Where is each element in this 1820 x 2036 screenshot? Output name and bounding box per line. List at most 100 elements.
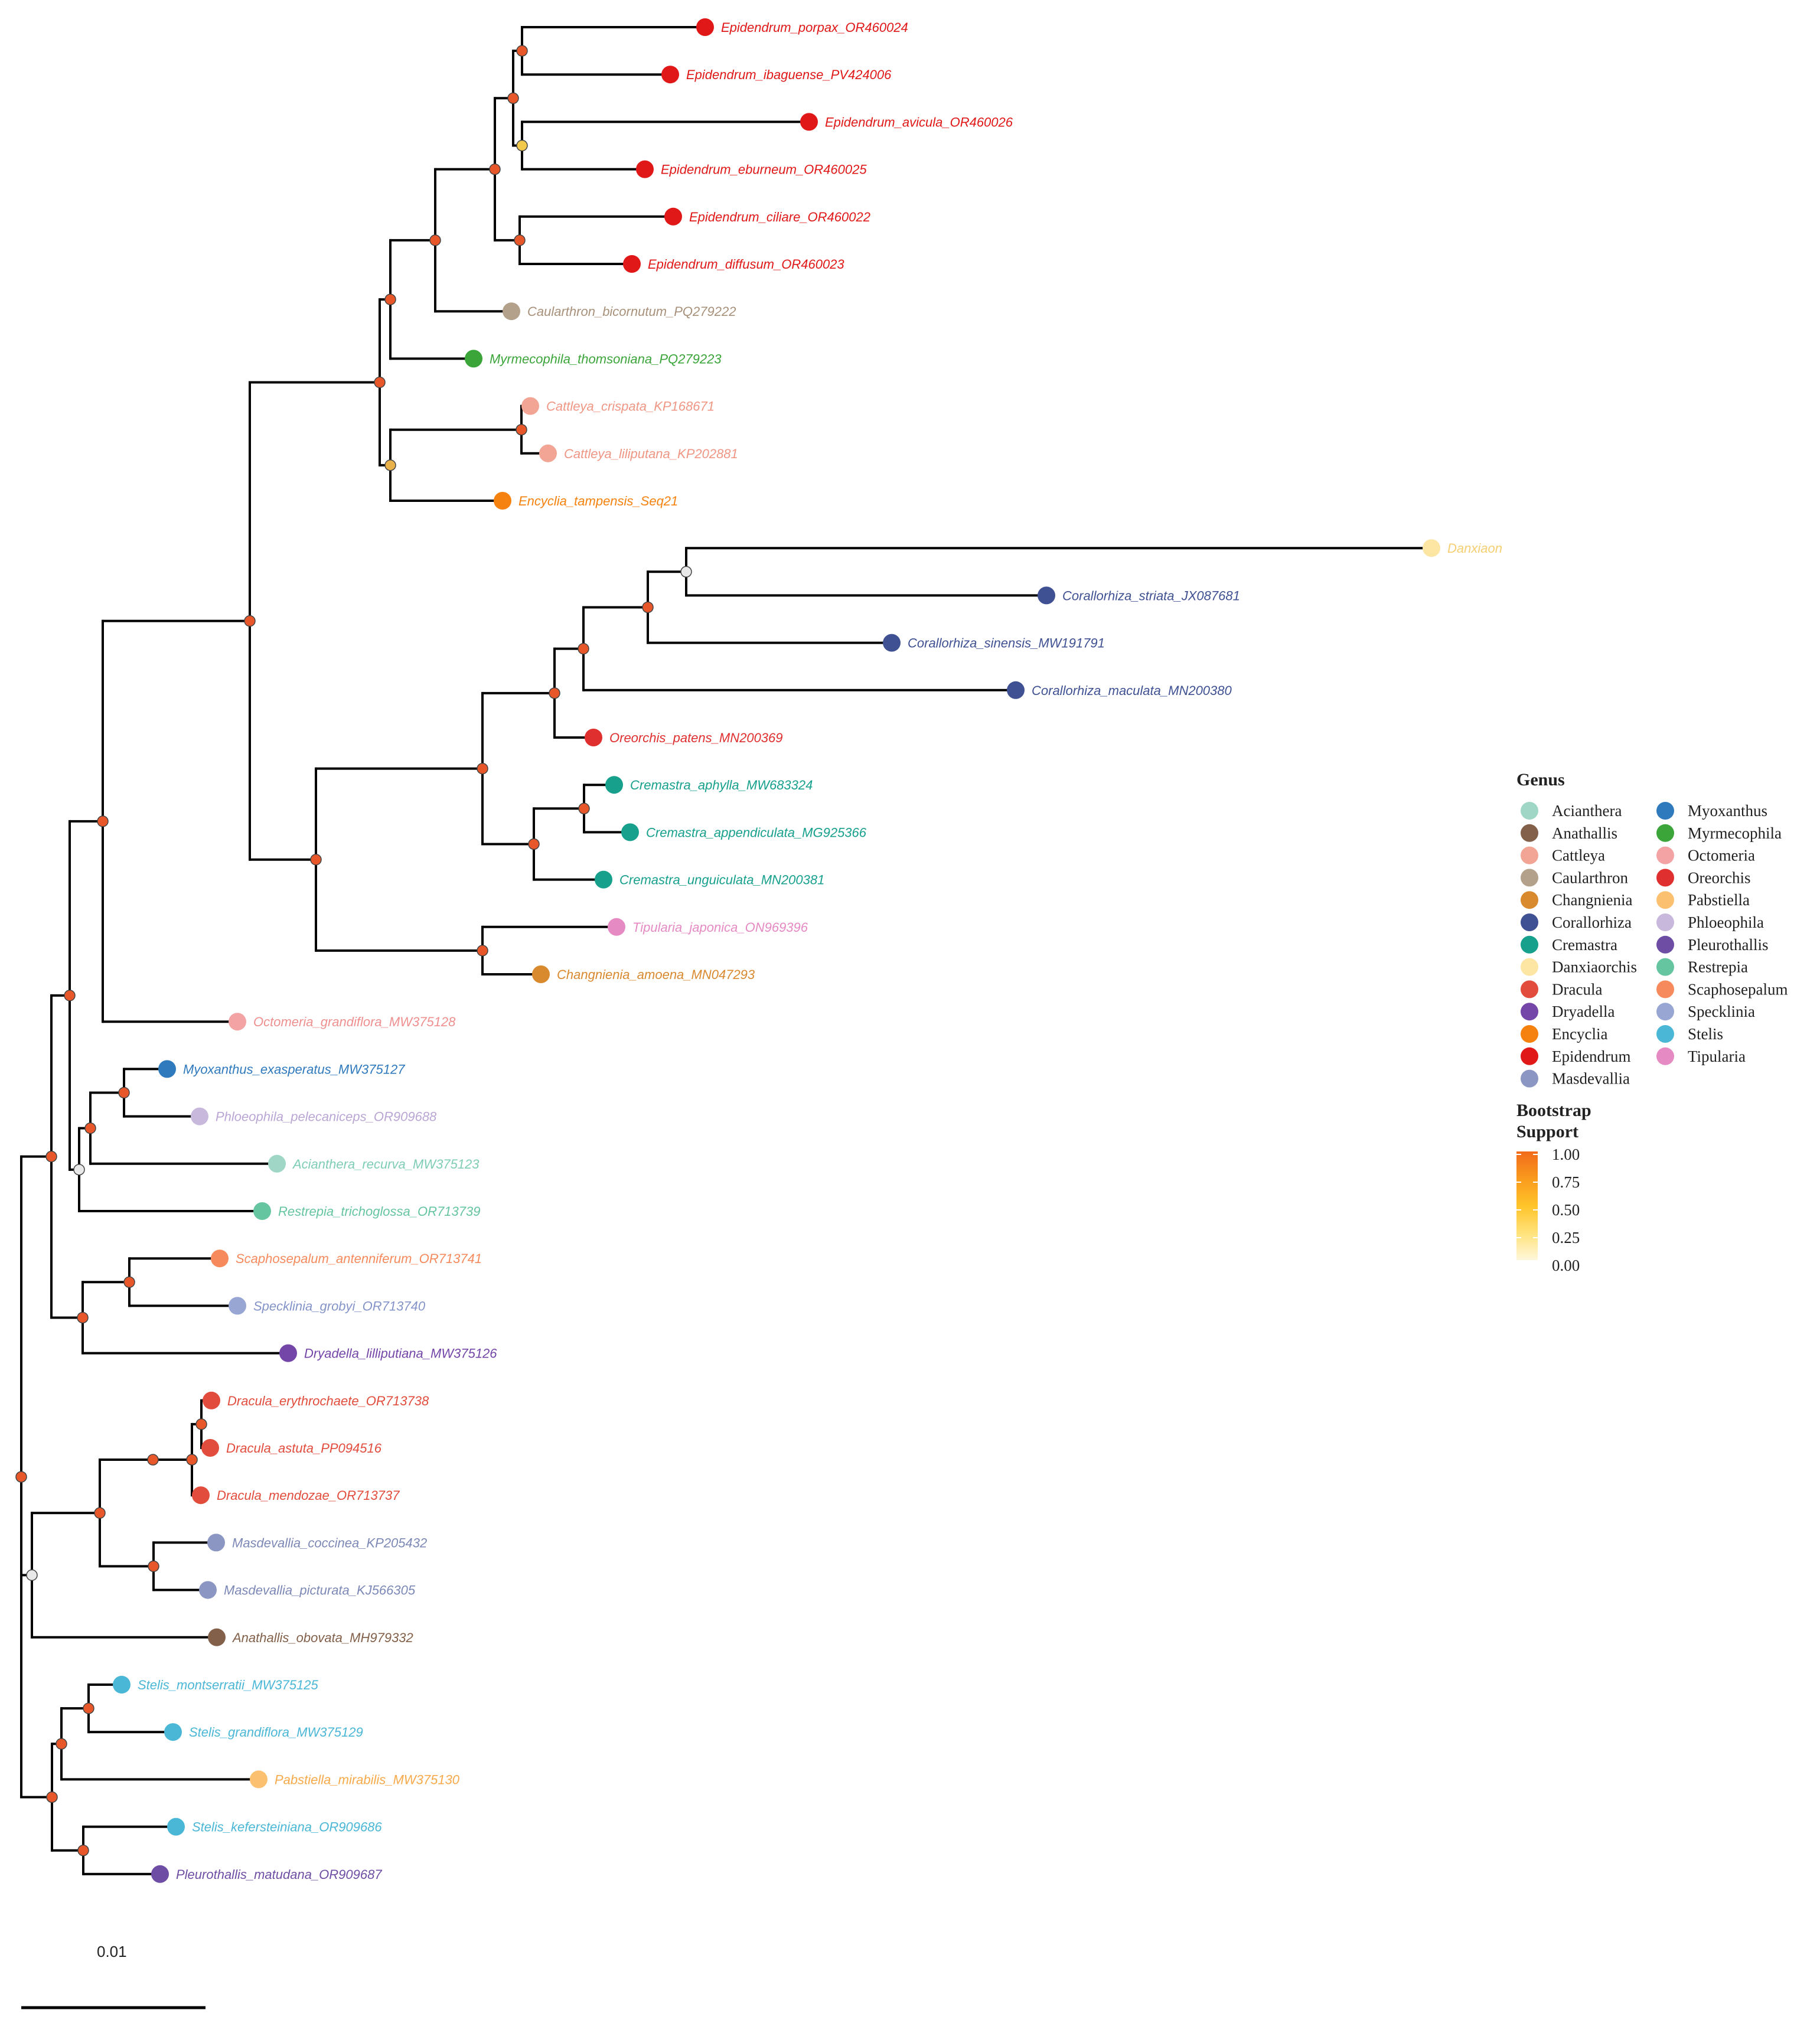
- tip-label-Pleurothallis_matudana_OR909687: Pleurothallis_matudana_OR909687: [176, 1867, 382, 1882]
- legend-label-Danxiaorchis: Danxiaorchis: [1552, 958, 1637, 976]
- internal-node-19: [244, 615, 256, 627]
- internal-node-10: [680, 566, 692, 578]
- internal-node-7: [516, 423, 527, 436]
- tip-point-Stelis_montserratii_MW375125: [113, 1676, 131, 1694]
- internal-node-21: [118, 1086, 130, 1099]
- tip-label-Epidendrum_ciliare_OR460022: Epidendrum_ciliare_OR460022: [689, 210, 870, 224]
- tip-point-Specklinia_grobyi_OR713740: [229, 1297, 246, 1315]
- tip-label-Dracula_astuta_PP094516: Dracula_astuta_PP094516: [226, 1441, 382, 1456]
- tip-point-Pleurothallis_matudana_OR909687: [151, 1865, 169, 1883]
- legend-label-Anathallis: Anathallis: [1552, 824, 1617, 842]
- legend-label-Epidendrum: Epidendrum: [1552, 1048, 1630, 1065]
- legend-key-Octomeria: [1656, 846, 1674, 864]
- legend-key-Danxiaorchis: [1521, 958, 1538, 976]
- legend-label-Dryadella: Dryadella: [1552, 1003, 1614, 1020]
- internal-node-13: [549, 687, 560, 699]
- tip-point-Cattleya_liliputana_KP202881: [539, 444, 557, 462]
- tip-point-Anathallis_obovata_MH979332: [208, 1628, 226, 1646]
- tip-label-Cattleya_liliputana_KP202881: Cattleya_liliputana_KP202881: [564, 446, 738, 461]
- internal-node-20: [97, 815, 109, 827]
- legend-key-Myoxanthus: [1656, 802, 1674, 820]
- tip-point-Changnienia_amoena_MN047293: [532, 965, 550, 983]
- tip-label-Octomeria_grandiflora_MW375128: Octomeria_grandiflora_MW375128: [253, 1014, 456, 1029]
- internal-node-0: [516, 45, 528, 57]
- tip-label-Acianthera_recurva_MW375123: Acianthera_recurva_MW375123: [292, 1157, 480, 1172]
- tip-label-Changnienia_amoena_MN047293: Changnienia_amoena_MN047293: [557, 967, 755, 982]
- tip-label-Masdevallia_picturata_KJ566305: Masdevallia_picturata_KJ566305: [224, 1583, 416, 1598]
- legend-key-Changnienia: [1521, 891, 1538, 909]
- legend-key-Encyclia: [1521, 1025, 1538, 1043]
- legend-key-Pabstiella: [1656, 891, 1674, 909]
- legend-key-Dryadella: [1521, 1003, 1538, 1021]
- scale-bar-label: 0.01: [97, 1943, 127, 1960]
- legend-label-Acianthera: Acianthera: [1552, 802, 1622, 820]
- legend-key-Cattleya: [1521, 846, 1538, 864]
- legend-label-Tipularia: Tipularia: [1688, 1048, 1746, 1065]
- tip-label-Dracula_erythrochaete_OR713738: Dracula_erythrochaete_OR713738: [227, 1394, 429, 1408]
- tip-point-Masdevallia_picturata_KJ566305: [199, 1581, 217, 1599]
- bootstrap-ticks: 1.00 0.75 0.50 0.25 0.00: [1516, 1146, 1580, 1274]
- tip-point-Epidendrum_eburneum_OR460025: [636, 160, 654, 178]
- internal-node-16: [477, 762, 488, 775]
- internal-node-1: [516, 139, 528, 152]
- internal-node-31: [148, 1560, 159, 1572]
- legend-genus-title: Genus: [1516, 770, 1565, 789]
- tip-label-Corallorhiza_striata_JX087681: Corallorhiza_striata_JX087681: [1062, 588, 1240, 603]
- tip-point-Epidendrum_porpax_OR460024: [696, 18, 714, 36]
- tip-label-Caularthron_bicornutum_PQ279222: Caularthron_bicornutum_PQ279222: [527, 304, 736, 319]
- tip-point-Dracula_mendozae_OR713737: [192, 1486, 210, 1505]
- tip-label-Corallorhiza_maculata_MN200380: Corallorhiza_maculata_MN200380: [1032, 683, 1232, 698]
- internal-node-14: [578, 802, 590, 815]
- legend-key-Phloeophila: [1656, 913, 1674, 931]
- tip-label-Myrmecophila_thomsoniana_PQ279223: Myrmecophila_thomsoniana_PQ279223: [490, 351, 722, 366]
- legend-label-Encyclia: Encyclia: [1552, 1025, 1607, 1043]
- internal-node-3: [514, 234, 526, 246]
- internal-node-38: [15, 1471, 27, 1483]
- legend-label-Specklinia: Specklinia: [1688, 1003, 1755, 1020]
- bootstrap-colorbar: [1516, 1151, 1538, 1260]
- legend-label-Dracula: Dracula: [1552, 980, 1602, 998]
- tip-point-Pabstiella_mirabilis_MW375130: [250, 1770, 268, 1789]
- legend-label-Cattleya: Cattleya: [1552, 847, 1605, 864]
- tip-point-Cremastra_aphylla_MW683324: [605, 776, 623, 794]
- internal-node-17: [477, 945, 488, 957]
- legend-key-Epidendrum: [1521, 1047, 1538, 1065]
- legend-key-Anathallis: [1521, 824, 1538, 842]
- tip-label-Masdevallia_coccinea_KP205432: Masdevallia_coccinea_KP205432: [232, 1535, 427, 1550]
- legend-label-Cremastra: Cremastra: [1552, 936, 1617, 954]
- legend-label-Oreorchis: Oreorchis: [1688, 869, 1750, 886]
- bootstrap-tick-label: 0.75: [1552, 1173, 1580, 1191]
- tip-label-Restrepia_trichoglossa_OR713739: Restrepia_trichoglossa_OR713739: [278, 1204, 480, 1219]
- legend-label-Changnienia: Changnienia: [1552, 891, 1632, 909]
- legend-key-Cremastra: [1521, 935, 1538, 954]
- internal-node-28: [195, 1418, 207, 1430]
- tip-point-Scaphosepalum_antenniferum_OR713741: [211, 1249, 229, 1268]
- legend-genus-items: Acianthera Anathallis Cattleya Caularthron C…: [1521, 802, 1788, 1088]
- tip-label-Stelis_grandiflora_MW375129: Stelis_grandiflora_MW375129: [189, 1725, 363, 1740]
- internal-node-11: [642, 601, 654, 614]
- bootstrap-tick-label: 0.50: [1552, 1201, 1580, 1219]
- tip-point-Stelis_grandiflora_MW375129: [164, 1723, 182, 1741]
- legend-label-Restrepia: Restrepia: [1688, 958, 1748, 976]
- tip-point-Cremastra_unguiculata_MN200381: [595, 870, 612, 889]
- bootstrap-tick-label: 0.25: [1552, 1229, 1580, 1247]
- tip-label-Anathallis_obovata_MH979332: Anathallis_obovata_MH979332: [231, 1630, 413, 1645]
- legend-label-Myoxanthus: Myoxanthus: [1688, 802, 1767, 820]
- legend-key-Masdevallia: [1521, 1069, 1538, 1088]
- tip-label-Myoxanthus_exasperatus_MW375127: Myoxanthus_exasperatus_MW375127: [183, 1062, 405, 1076]
- internal-node-5: [429, 234, 441, 246]
- legend-key-Stelis: [1656, 1025, 1674, 1043]
- tip-point-Acianthera_recurva_MW375123: [268, 1154, 286, 1173]
- tip-point-Corallorhiza_maculata_MN200380: [1007, 681, 1025, 699]
- tip-label-Epidendrum_porpax_OR460024: Epidendrum_porpax_OR460024: [721, 20, 908, 35]
- internal-node-15: [528, 838, 540, 850]
- tip-label-Stelis_kefersteiniana_OR909686: Stelis_kefersteiniana_OR909686: [192, 1820, 382, 1835]
- legend-key-Dracula: [1521, 980, 1538, 999]
- tip-point-Tipularia_japonica_ON969396: [608, 918, 625, 936]
- tip-label-Cattleya_crispata_KP168671: Cattleya_crispata_KP168671: [546, 399, 715, 414]
- legend-label-Pleurothallis: Pleurothallis: [1688, 936, 1769, 954]
- legend-label-Corallorhiza: Corallorhiza: [1552, 913, 1632, 931]
- legend-key-Restrepia: [1656, 958, 1674, 976]
- tip-point-Cattleya_crispata_KP168671: [521, 397, 539, 415]
- internal-node-12: [578, 642, 589, 655]
